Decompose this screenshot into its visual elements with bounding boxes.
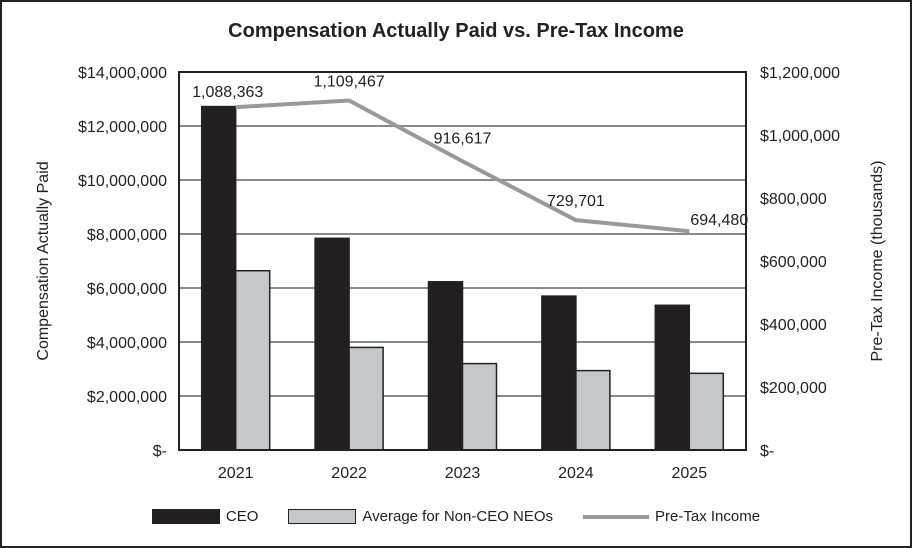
- plot-area: [178, 71, 747, 451]
- y-tick-label: $2,000,000: [87, 389, 167, 406]
- y2-tick-label: $1,200,000: [760, 65, 840, 82]
- legend-swatch-neo: [288, 509, 357, 524]
- legend-label: CEO: [225, 508, 259, 525]
- bar-neo: [348, 346, 384, 451]
- y2-tick-label: $600,000: [760, 254, 827, 271]
- legend-item-ceo: CEO: [151, 508, 259, 525]
- y2-tick-label: $1,000,000: [760, 128, 840, 145]
- legend-label: Average for Non-CEO NEOs: [362, 508, 554, 525]
- y2-axis-title: Pre-Tax Income (thousands): [869, 161, 886, 362]
- x-tick-label: 2025: [672, 465, 708, 482]
- y-tick-label: $8,000,000: [87, 227, 167, 244]
- y-tick-label: $6,000,000: [87, 281, 167, 298]
- bar-ceo: [427, 281, 464, 451]
- x-tick-label: 2021: [218, 465, 254, 482]
- y2-tick-label: $-: [760, 443, 774, 460]
- legend-swatch-income: [583, 514, 650, 519]
- bar-neo: [461, 362, 498, 451]
- bar-neo: [688, 372, 725, 451]
- y-tick-label: $14,000,000: [78, 65, 167, 82]
- y-tick-label: $4,000,000: [87, 335, 167, 352]
- data-label: 916,617: [434, 130, 492, 147]
- legend-label: Pre-Tax Income: [655, 508, 761, 525]
- chart-title: Compensation Actually Paid vs. Pre-Tax I…: [228, 20, 684, 42]
- bar-ceo: [200, 105, 237, 451]
- bar-neo: [575, 369, 611, 451]
- data-label: 729,701: [547, 193, 605, 210]
- y2-tick-label: $200,000: [760, 380, 827, 397]
- data-label: 694,480: [690, 212, 748, 229]
- y-tick-label: $12,000,000: [78, 119, 167, 136]
- y2-tick-label: $400,000: [760, 317, 827, 334]
- x-tick-label: 2023: [445, 465, 481, 482]
- bar-ceo: [541, 295, 577, 451]
- data-label: 1,088,363: [192, 84, 263, 101]
- legend: CEO Average for Non-CEO NEOs Pre-Tax Inc…: [2, 508, 910, 525]
- legend-swatch-ceo: [151, 509, 220, 524]
- x-tick-label: 2022: [331, 465, 367, 482]
- data-label: 1,109,467: [314, 74, 385, 91]
- legend-item-neo: Average for Non-CEO NEOs: [288, 508, 553, 525]
- income-line: [235, 98, 690, 234]
- legend-item-income: Pre-Tax Income: [583, 508, 760, 525]
- bar-ceo: [654, 304, 691, 451]
- y-tick-label: $10,000,000: [78, 173, 167, 190]
- bar-neo: [234, 269, 271, 451]
- x-tick-label: 2024: [558, 465, 594, 482]
- bar-ceo: [314, 237, 350, 451]
- y-axis-title: Compensation Actually Paid: [35, 161, 52, 360]
- y2-tick-label: $800,000: [760, 191, 827, 208]
- y-tick-label: $-: [153, 443, 167, 460]
